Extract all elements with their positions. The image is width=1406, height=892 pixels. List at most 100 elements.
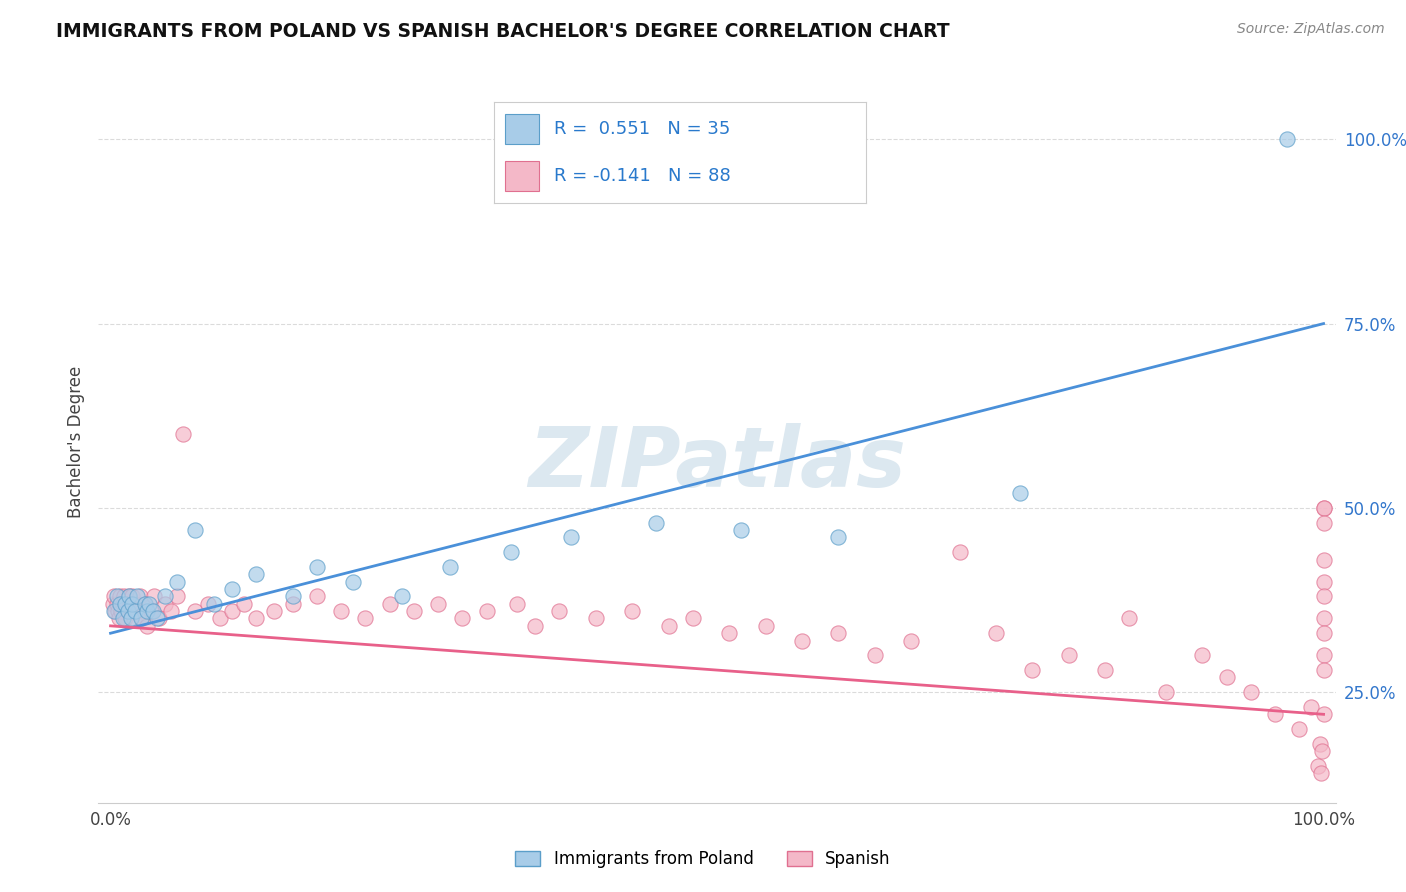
Point — [984, 626, 1007, 640]
Point — [166, 574, 188, 589]
Point — [221, 604, 243, 618]
Point — [208, 611, 231, 625]
Point — [1021, 663, 1043, 677]
Point — [560, 530, 582, 544]
Point — [1288, 722, 1310, 736]
Point — [221, 582, 243, 596]
Point — [112, 590, 135, 604]
Point — [172, 427, 194, 442]
Point — [439, 560, 461, 574]
Point — [1312, 663, 1334, 677]
Point — [118, 590, 141, 604]
Point — [101, 597, 124, 611]
Text: IMMIGRANTS FROM POLAND VS SPANISH BACHELOR'S DEGREE CORRELATION CHART: IMMIGRANTS FROM POLAND VS SPANISH BACHEL… — [56, 22, 950, 41]
Point — [118, 590, 141, 604]
Point — [124, 597, 146, 611]
Point — [134, 597, 156, 611]
Point — [1312, 500, 1334, 515]
Point — [755, 619, 778, 633]
Point — [110, 604, 132, 618]
Point — [136, 619, 159, 633]
Point — [378, 597, 401, 611]
Point — [111, 597, 134, 611]
Point — [104, 604, 127, 618]
Point — [107, 604, 129, 618]
Point — [233, 597, 256, 611]
Point — [143, 590, 166, 604]
Point — [136, 604, 159, 618]
Point — [118, 597, 141, 611]
Point — [548, 604, 571, 618]
Point — [108, 611, 131, 625]
Point — [121, 597, 143, 611]
Point — [131, 611, 153, 625]
Point — [451, 611, 474, 625]
Point — [1312, 707, 1334, 722]
Point — [1312, 590, 1334, 604]
Point — [153, 590, 176, 604]
Point — [863, 648, 886, 663]
Point — [160, 604, 183, 618]
Point — [305, 590, 328, 604]
Point — [1312, 744, 1334, 758]
Point — [391, 590, 413, 604]
Point — [114, 597, 136, 611]
Point — [305, 560, 328, 574]
Point — [1154, 685, 1177, 699]
Point — [184, 523, 207, 537]
Text: Source: ZipAtlas.com: Source: ZipAtlas.com — [1237, 22, 1385, 37]
Point — [1275, 132, 1298, 146]
Point — [263, 604, 285, 618]
Point — [122, 611, 145, 625]
Point — [103, 604, 125, 618]
Point — [342, 574, 364, 589]
Point — [1310, 766, 1333, 780]
Point — [197, 597, 219, 611]
Point — [402, 604, 425, 618]
Point — [1312, 611, 1334, 625]
Point — [129, 611, 152, 625]
Point — [1264, 707, 1286, 722]
Point — [153, 597, 176, 611]
Point — [354, 611, 377, 625]
Point — [790, 633, 813, 648]
Point — [1312, 626, 1334, 640]
Point — [114, 611, 136, 625]
Point — [1312, 648, 1334, 663]
Point — [730, 523, 752, 537]
Point — [110, 597, 132, 611]
Point — [1309, 737, 1331, 751]
Point — [281, 597, 304, 611]
Point — [142, 604, 165, 618]
Point — [427, 597, 450, 611]
Point — [506, 597, 529, 611]
Point — [184, 604, 207, 618]
Point — [134, 597, 156, 611]
Point — [145, 611, 167, 625]
Point — [245, 567, 267, 582]
Point — [1057, 648, 1080, 663]
Point — [281, 590, 304, 604]
Point — [166, 590, 188, 604]
Point — [245, 611, 267, 625]
Point — [115, 597, 138, 611]
Point — [120, 611, 142, 625]
Point — [124, 604, 146, 618]
Point — [1240, 685, 1263, 699]
Point — [949, 545, 972, 559]
Point — [103, 590, 125, 604]
Point — [1301, 700, 1323, 714]
Point — [128, 590, 150, 604]
Point — [111, 611, 134, 625]
Point — [718, 626, 741, 640]
Point — [127, 590, 149, 604]
Point — [1312, 500, 1334, 515]
Point — [1312, 516, 1334, 530]
Text: ZIPatlas: ZIPatlas — [529, 423, 905, 504]
Point — [148, 611, 170, 625]
Point — [499, 545, 522, 559]
Point — [1312, 574, 1334, 589]
Point — [120, 604, 142, 618]
Point — [1312, 552, 1334, 566]
Point — [117, 604, 139, 618]
